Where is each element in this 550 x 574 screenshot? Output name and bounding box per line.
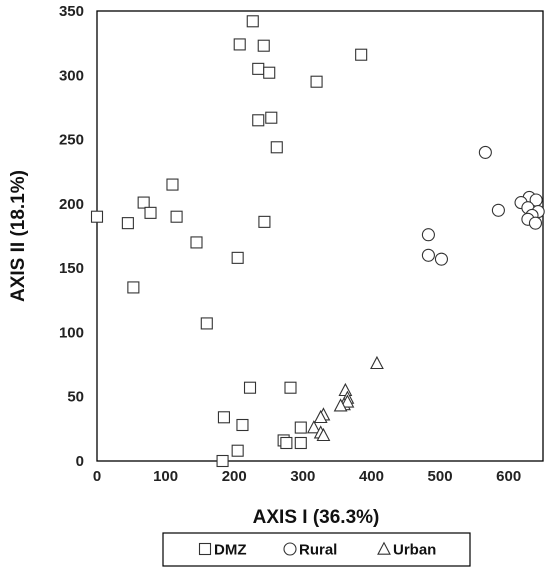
dmz-point <box>166 178 179 191</box>
dmz-point <box>217 411 230 424</box>
legend-square-icon <box>198 542 212 556</box>
x-tick-label: 400 <box>359 468 384 485</box>
legend-circle-icon <box>283 542 297 556</box>
dmz-point <box>246 15 259 28</box>
x-tick-label: 300 <box>290 468 315 485</box>
dmz-point <box>200 317 213 330</box>
dmz-point <box>190 236 203 249</box>
dmz-point <box>270 141 283 154</box>
dmz-point <box>127 281 140 294</box>
series-rural <box>421 145 545 266</box>
legend: DMZ Rural Urban <box>162 532 471 567</box>
dmz-point <box>243 381 257 394</box>
dmz-point <box>294 421 307 434</box>
y-axis-title: AXIS II (18.1%) <box>8 170 29 302</box>
y-tick-label: 0 <box>76 453 84 470</box>
dmz-point <box>236 418 249 432</box>
y-tick-label: 250 <box>59 132 84 149</box>
urban-point <box>316 427 331 442</box>
dmz-point <box>265 111 278 124</box>
dmz-point <box>294 436 307 450</box>
legend-label-urban: Urban <box>393 542 436 559</box>
dmz-point <box>233 38 246 51</box>
x-tick-label: 600 <box>496 468 521 485</box>
x-tick-label: 500 <box>428 468 453 485</box>
y-tick-label: 350 <box>59 3 84 20</box>
dmz-point <box>231 251 244 264</box>
y-tick-label: 50 <box>67 389 84 406</box>
legend-triangle-icon <box>377 541 391 555</box>
dmz-point <box>310 75 323 88</box>
y-tick-label: 200 <box>59 196 84 213</box>
dmz-point <box>121 217 134 230</box>
series-urban <box>306 355 384 442</box>
legend-label-rural: Rural <box>299 542 337 559</box>
dmz-point <box>257 39 270 52</box>
urban-point <box>306 420 321 434</box>
urban-point <box>338 382 353 397</box>
x-tick-label: 100 <box>153 468 178 485</box>
dmz-point <box>355 48 368 61</box>
data-points <box>90 15 545 468</box>
rural-point <box>528 216 543 230</box>
y-tick-label: 100 <box>59 324 84 341</box>
y-axis-ticks: 0 50 100 150 200 250 300 350 <box>59 3 84 470</box>
dmz-point <box>280 436 293 450</box>
urban-point <box>313 409 328 424</box>
dmz-point <box>144 206 157 219</box>
dmz-point <box>231 444 244 457</box>
legend-label-dmz: DMZ <box>214 542 247 559</box>
dmz-point <box>90 210 104 223</box>
dmz-point <box>284 381 297 394</box>
series-dmz <box>90 15 368 468</box>
dmz-point <box>258 215 271 228</box>
y-tick-label: 300 <box>59 67 84 84</box>
x-axis-title: AXIS I (36.3%) <box>253 507 380 528</box>
rural-point <box>491 203 505 217</box>
dmz-point <box>263 66 276 79</box>
rural-point <box>434 252 448 266</box>
rural-point <box>478 145 492 159</box>
x-tick-label: 200 <box>222 468 247 485</box>
x-axis-ticks: 0 100 200 300 400 500 600 <box>93 468 521 485</box>
rural-point <box>421 248 435 262</box>
dmz-point <box>252 62 265 75</box>
dmz-point <box>137 196 150 209</box>
dmz-point <box>252 114 265 127</box>
plot-area <box>96 10 544 462</box>
dmz-point <box>170 210 183 223</box>
urban-point <box>333 398 348 412</box>
urban-point <box>340 394 355 408</box>
legend-box <box>162 532 471 567</box>
rural-point <box>421 228 435 242</box>
y-tick-label: 150 <box>59 260 84 277</box>
x-tick-label: 0 <box>93 468 101 485</box>
dmz-point <box>216 454 229 468</box>
urban-point <box>370 355 384 370</box>
plot-border <box>96 10 544 462</box>
